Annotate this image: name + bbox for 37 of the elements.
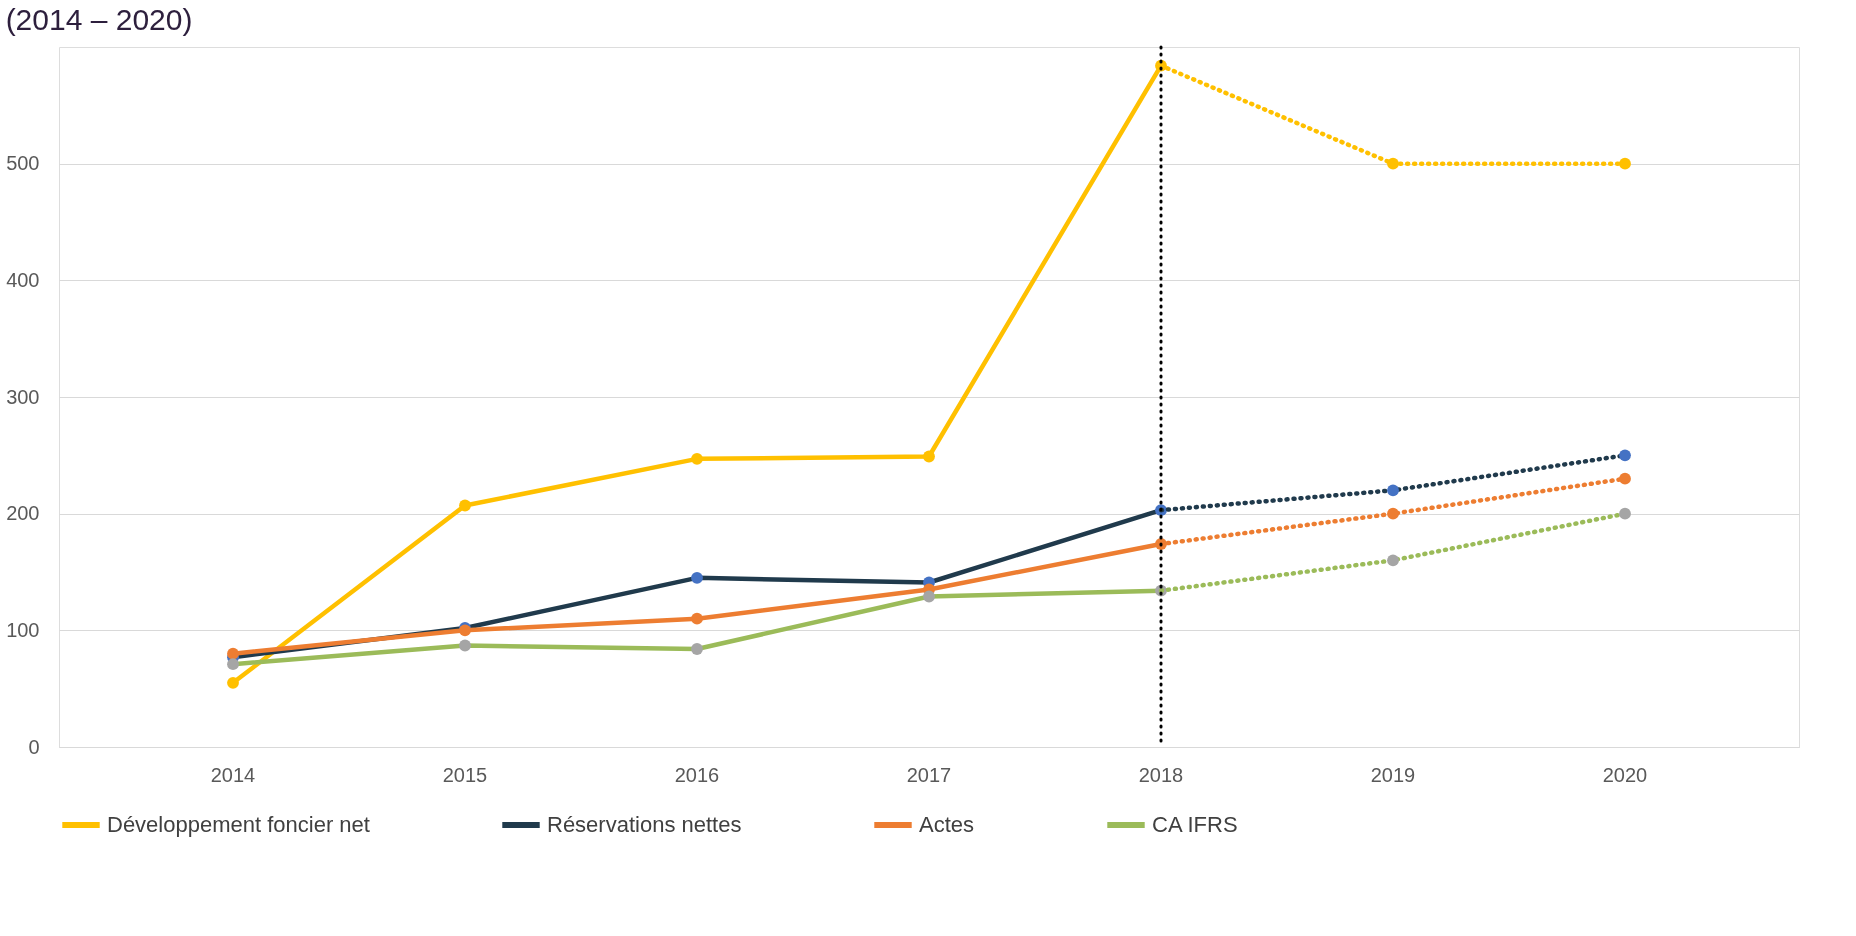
point — [691, 612, 703, 625]
point — [1387, 484, 1399, 497]
y-tick-label: 300 — [6, 385, 40, 408]
x-tick-label: 2014 — [210, 763, 256, 786]
point — [227, 676, 239, 689]
point — [1619, 157, 1631, 170]
x-tick-label: 2020 — [1602, 763, 1648, 786]
x-tick-label: 2017 — [906, 763, 952, 786]
y-tick-label: 0 — [28, 735, 40, 758]
point — [227, 647, 239, 660]
point — [923, 590, 935, 603]
y-tick-label: 200 — [6, 502, 40, 525]
y-tick-label: 100 — [6, 618, 40, 641]
point — [691, 452, 703, 465]
point — [459, 639, 471, 652]
point — [1619, 507, 1631, 520]
legend-label: Développement foncier net — [107, 812, 370, 837]
point — [1387, 507, 1399, 520]
point — [227, 658, 239, 671]
x-tick-label: 2016 — [674, 763, 720, 786]
point — [923, 450, 935, 463]
point — [1387, 554, 1399, 567]
x-tick-label: 2018 — [1138, 763, 1184, 786]
point — [459, 499, 471, 512]
x-tick-label: 2015 — [442, 763, 488, 786]
point — [691, 643, 703, 655]
y-tick-label: 400 — [6, 268, 40, 291]
point — [1619, 449, 1631, 462]
legend-label: Réservations nettes — [547, 812, 742, 837]
point — [691, 571, 703, 584]
x-tick-label: 2019 — [1370, 763, 1416, 786]
point — [1619, 472, 1631, 485]
legend-label: CA IFRS — [1152, 812, 1238, 837]
point — [1387, 157, 1399, 170]
legend-label: Actes — [919, 812, 975, 837]
y-tick-label: 500 — [6, 152, 40, 175]
chart-title: (2014 – 2020) — [5, 2, 193, 36]
